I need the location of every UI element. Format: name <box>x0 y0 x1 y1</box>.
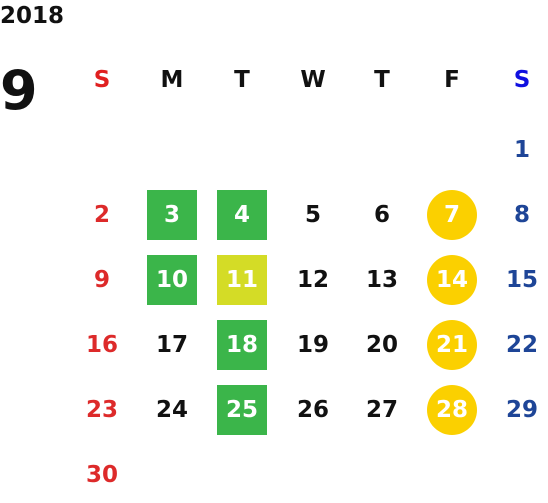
day-cell-16[interactable]: 16 <box>85 332 118 358</box>
day-cell-17[interactable]: 17 <box>155 332 188 358</box>
day-cell-12[interactable]: 12 <box>296 267 329 293</box>
day-cell-27[interactable]: 27 <box>365 397 398 423</box>
day-cell-11[interactable]: 11 <box>217 255 267 305</box>
day-cell-20[interactable]: 20 <box>365 332 398 358</box>
day-cell-28[interactable]: 28 <box>427 385 477 435</box>
day-cell-26[interactable]: 26 <box>296 397 329 423</box>
weekday-header-wednesday: W <box>300 67 326 93</box>
day-cell-4[interactable]: 4 <box>217 190 267 240</box>
day-cell-13[interactable]: 13 <box>365 267 398 293</box>
weekday-header-saturday: S <box>513 67 531 93</box>
year-label: 2018 <box>0 3 65 29</box>
weekday-header-tuesday: T <box>234 67 250 93</box>
day-cell-24[interactable]: 24 <box>155 397 188 423</box>
day-cell-30[interactable]: 30 <box>85 462 118 488</box>
day-cell-19[interactable]: 19 <box>296 332 329 358</box>
day-cell-18[interactable]: 18 <box>217 320 267 370</box>
day-cell-6[interactable]: 6 <box>373 202 390 228</box>
day-cell-21[interactable]: 21 <box>427 320 477 370</box>
month-number: 9 <box>0 59 38 122</box>
day-cell-5[interactable]: 5 <box>304 202 321 228</box>
day-cell-25[interactable]: 25 <box>217 385 267 435</box>
day-cell-2[interactable]: 2 <box>93 202 110 228</box>
weekday-header-friday: F <box>444 67 460 93</box>
day-cell-29[interactable]: 29 <box>505 397 538 423</box>
day-cell-3[interactable]: 3 <box>147 190 197 240</box>
day-cell-22[interactable]: 22 <box>505 332 538 358</box>
day-cell-23[interactable]: 23 <box>85 397 118 423</box>
weekday-header-monday: M <box>160 67 184 93</box>
weekday-header-thursday: T <box>374 67 390 93</box>
day-cell-9[interactable]: 9 <box>93 267 110 293</box>
day-cell-10[interactable]: 10 <box>147 255 197 305</box>
day-cell-8[interactable]: 8 <box>513 202 530 228</box>
day-cell-14[interactable]: 14 <box>427 255 477 305</box>
day-cell-1[interactable]: 1 <box>513 137 530 163</box>
day-cell-7[interactable]: 7 <box>427 190 477 240</box>
weekday-header-sunday: S <box>93 67 111 93</box>
day-cell-15[interactable]: 15 <box>505 267 538 293</box>
